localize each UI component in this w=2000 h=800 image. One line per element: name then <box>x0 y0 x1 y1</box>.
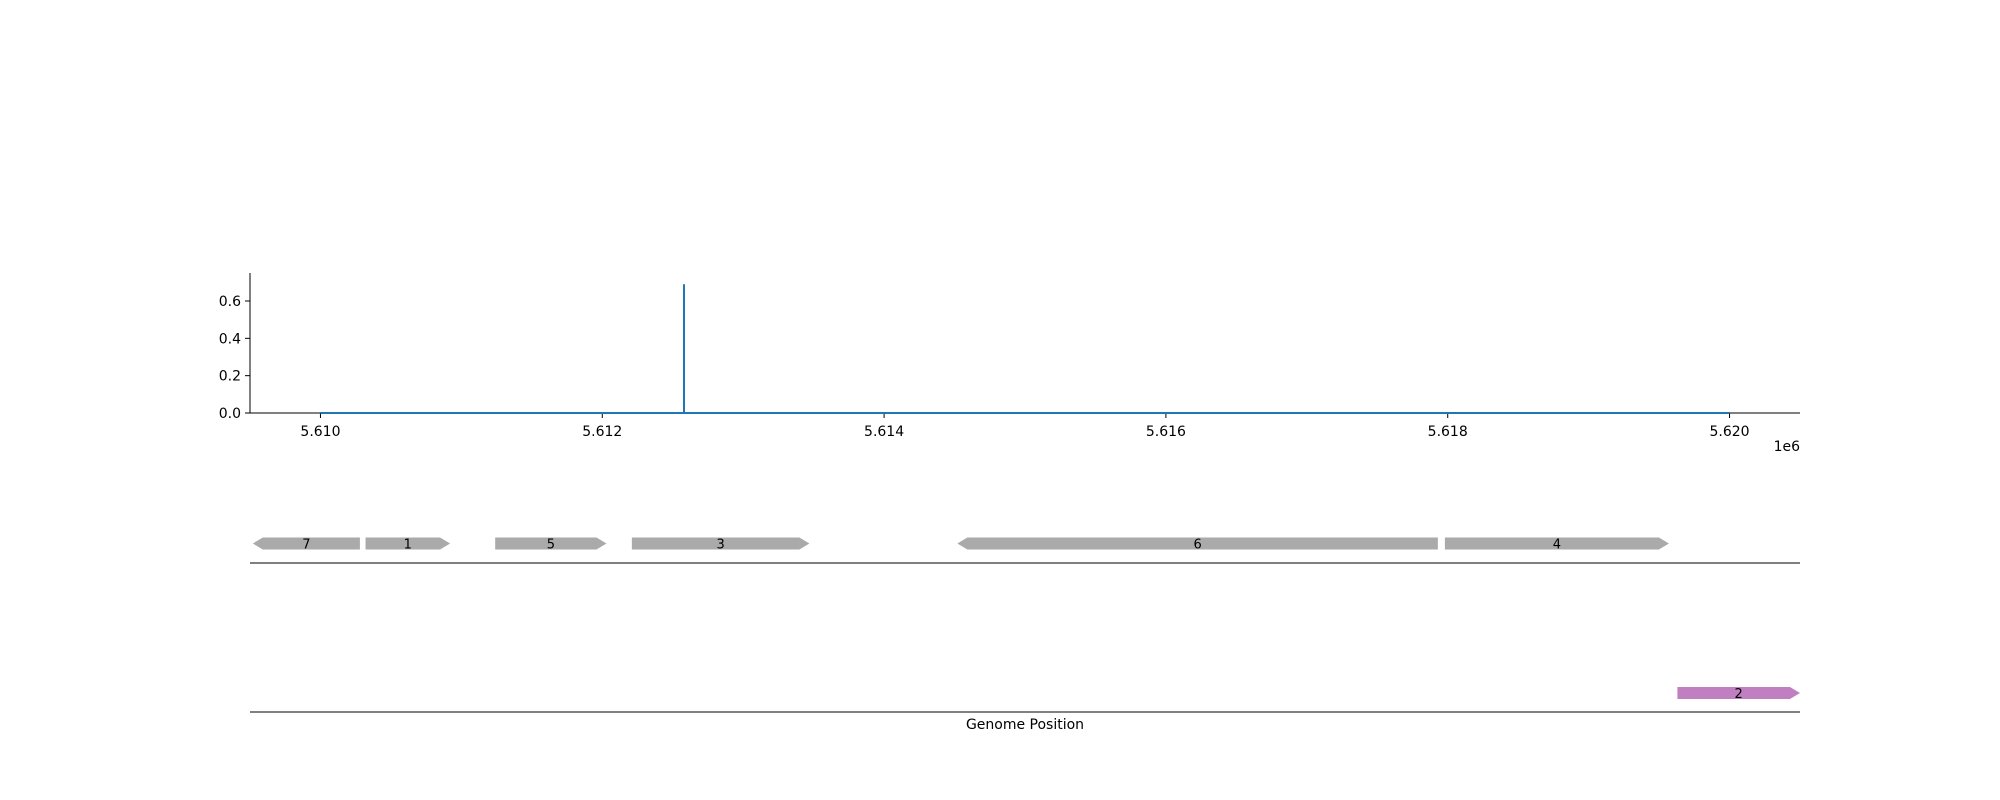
gene-track-2: 2 Genome Position <box>250 687 1800 733</box>
gene-label: 1 <box>404 538 412 553</box>
gene-arrow <box>1444 537 1669 550</box>
gene-arrow <box>365 537 451 550</box>
x-tick-label: 5.610 <box>300 424 340 440</box>
track-1-genes: 7 1 5 3 6 4 <box>252 537 1669 553</box>
x-tick-label: 5.612 <box>582 424 622 440</box>
gene-arrow <box>252 537 360 550</box>
y-ticks: 0.0 0.2 0.4 0.6 <box>219 294 250 422</box>
gene-arrow <box>957 537 1438 550</box>
y-tick-label: 0.4 <box>219 331 241 347</box>
gene-arrow <box>495 537 607 550</box>
x-axis-title: Genome Position <box>966 717 1084 733</box>
x-tick-label: 5.616 <box>1146 424 1186 440</box>
gene-arrow <box>1677 687 1800 699</box>
gene-arrow <box>631 537 810 550</box>
gene-label: 3 <box>716 538 724 553</box>
y-tick-label: 0.0 <box>219 406 241 422</box>
y-tick-label: 0.6 <box>219 294 241 310</box>
coverage-plot: 0.00.20.40.6 5.610 5.612 5.614 5.616 5.618 5.… <box>219 273 1800 455</box>
gene-track-1: 7 1 5 3 6 4 <box>250 537 1800 564</box>
x-tick-label: 5.614 <box>864 424 904 440</box>
x-tick-label: 5.620 <box>1709 424 1749 440</box>
x-offset-label: 1e6 <box>1774 439 1801 455</box>
y-tick-label: 0.2 <box>219 369 241 385</box>
x-ticks: 5.610 5.612 5.614 5.616 5.618 5.620 <box>300 413 1750 440</box>
gene-label: 2 <box>1735 687 1743 702</box>
series-group <box>320 284 1730 414</box>
x-tick-label: 5.618 <box>1428 424 1468 440</box>
gene-label: 7 <box>302 538 310 553</box>
gene-label: 6 <box>1193 538 1201 553</box>
gene-label: 5 <box>547 538 555 553</box>
gene-label: 4 <box>1553 538 1561 553</box>
track-2-genes: 2 <box>1677 687 1800 702</box>
coverage-line <box>320 284 1730 414</box>
